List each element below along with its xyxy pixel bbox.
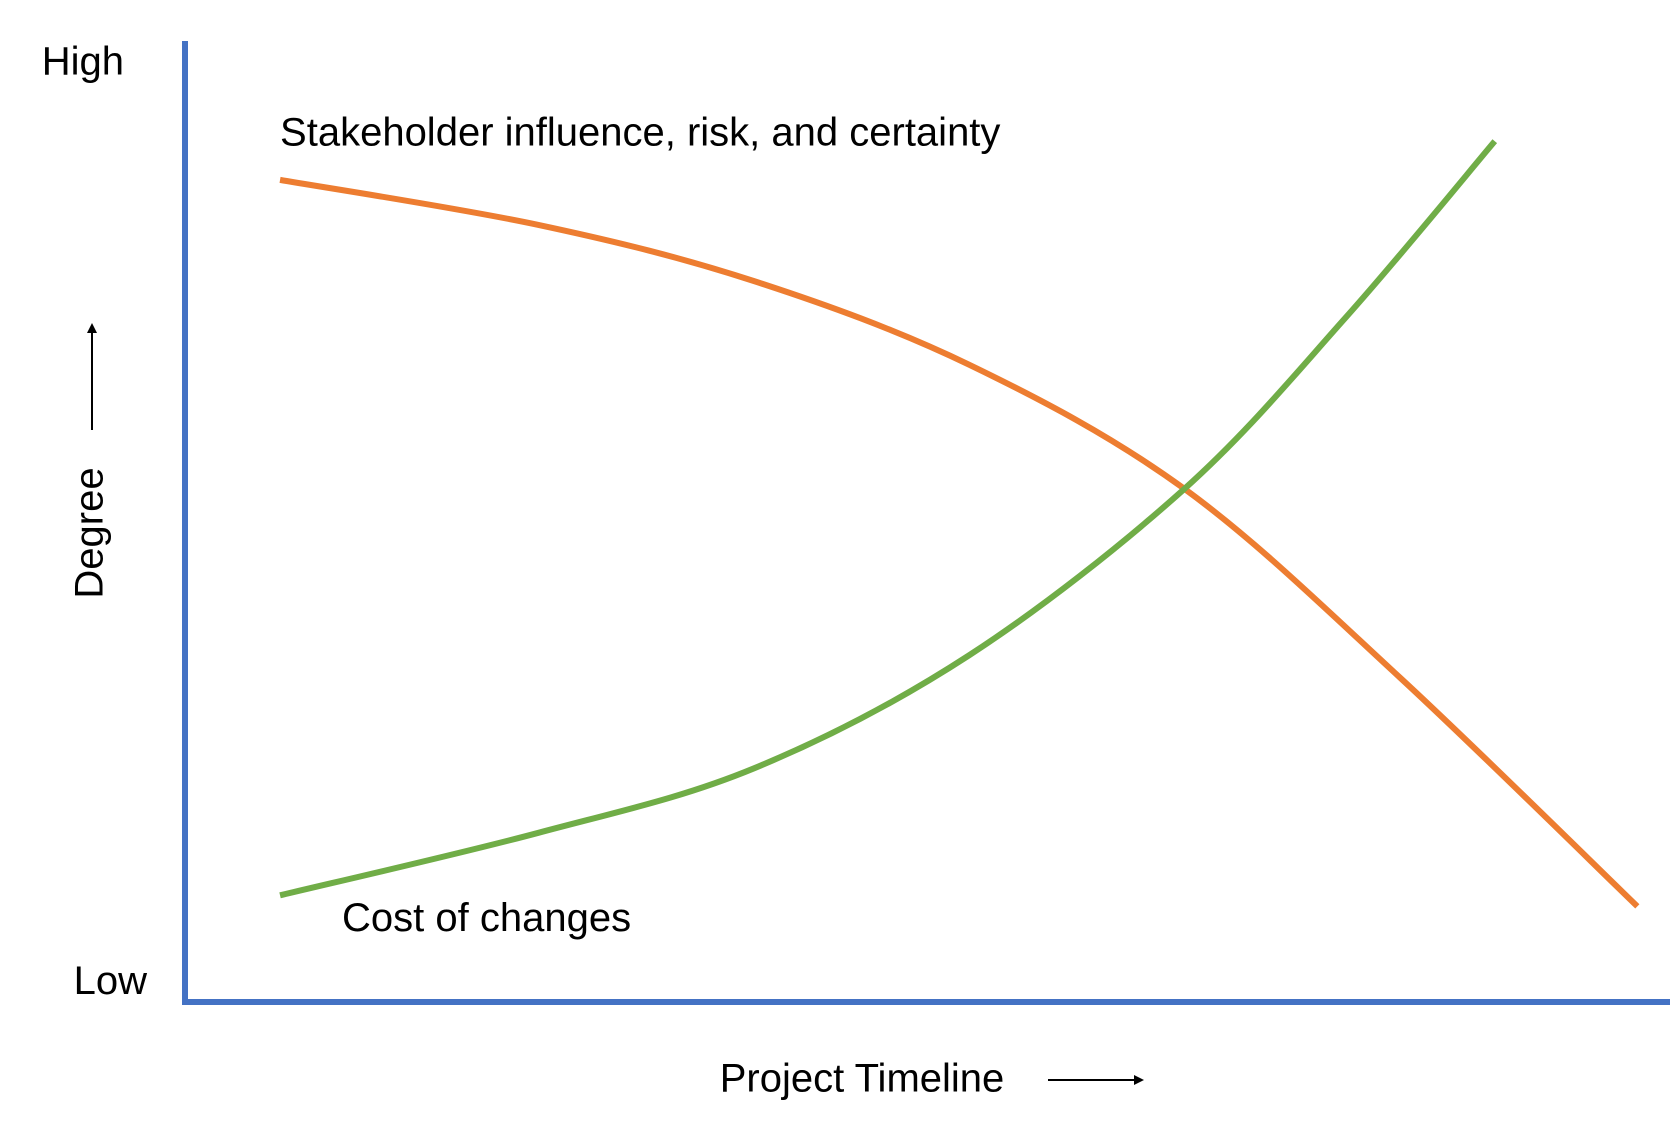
y-axis-label: Degree (68, 467, 112, 598)
y-tick-label: Low (74, 959, 147, 1003)
y-tick-label: High (42, 40, 124, 84)
x-axis-label: Project Timeline (720, 1057, 1005, 1101)
series-line (279, 176, 1640, 909)
series-label: Stakeholder influence, risk, and certain… (280, 110, 1000, 154)
series-label: Cost of changes (342, 896, 631, 940)
series-line (279, 139, 1498, 899)
